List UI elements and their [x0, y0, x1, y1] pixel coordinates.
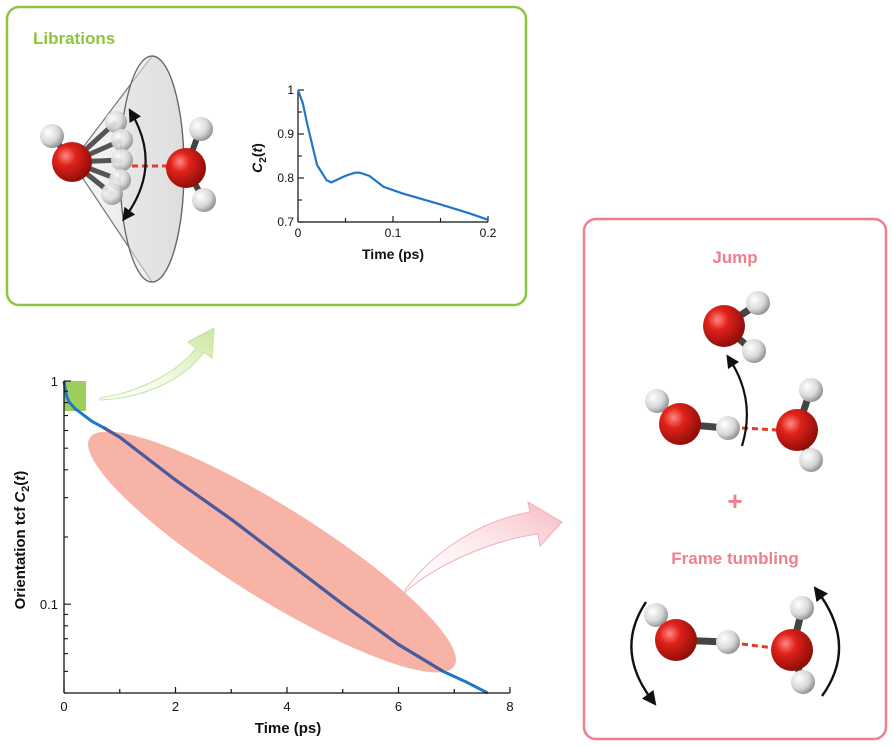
- hydrogen-atom: [101, 183, 123, 205]
- jump-illustration: [645, 291, 823, 472]
- oxygen-atom: [776, 409, 818, 451]
- tumbling-title: Frame tumbling: [671, 549, 799, 568]
- main-y-axis: 10.1: [40, 374, 71, 694]
- hydrogen-atom: [111, 129, 133, 151]
- mechanism-panel-frame: [582, 217, 888, 741]
- inset-x-axis-title: Time (ps): [362, 246, 424, 262]
- libration-arrow: [122, 108, 147, 222]
- inset-x-tick-label: 0.2: [480, 226, 497, 240]
- mechanism-panel: Jump + Frame tumbling: [582, 217, 888, 741]
- hydrogen-bond: [741, 426, 779, 432]
- inset-x-tick-label: 0.1: [385, 226, 402, 240]
- green-connector-arrow: [99, 327, 215, 401]
- inset-ylabel-open: (: [249, 152, 265, 157]
- hydrogen-atom: [40, 124, 64, 148]
- hydrogen-atom: [716, 630, 740, 654]
- main-ylabel-close: ): [12, 471, 29, 476]
- hydrogen-atom: [742, 339, 766, 363]
- hydrogen-atom: [716, 416, 740, 440]
- hydrogen-atom: [799, 448, 823, 472]
- hydrogen-atom: [645, 389, 669, 413]
- inset-y-tick-label: 0.8: [277, 171, 294, 185]
- main-ylabel-arg: t: [12, 475, 29, 481]
- jump-title: Jump: [712, 248, 757, 267]
- tumbling-illustration: [630, 586, 841, 706]
- oxygen-atom: [52, 142, 92, 182]
- inset-y-axis: 1 0.9 0.8 0.7: [277, 83, 304, 229]
- main-ylabel-text: Orientation tcf: [12, 503, 29, 610]
- main-y-axis-title: Orientation tcf C2(t): [12, 471, 32, 610]
- main-x-axis-title: Time (ps): [255, 720, 321, 737]
- main-x-tick-label: 8: [506, 699, 513, 714]
- hydrogen-atom: [192, 188, 216, 212]
- plus-sign: +: [727, 486, 742, 516]
- hydrogen-atom: [746, 291, 770, 315]
- inset-ylabel-close: ): [249, 143, 265, 148]
- main-ylabel-open: (: [12, 481, 29, 486]
- main-x-tick-label: 2: [172, 699, 179, 714]
- jump-arrow: [726, 354, 748, 447]
- inset-y-axis-title: C2(t): [249, 143, 269, 173]
- tumbling-arrow-right: [813, 586, 841, 697]
- inset-x-axis: 0 0.1 0.2: [295, 216, 497, 240]
- inset-x-tick-label: 0: [295, 226, 302, 240]
- inset-y-tick-label: 0.7: [277, 215, 294, 229]
- main-x-tick-label: 4: [283, 699, 290, 714]
- oxygen-atom: [166, 148, 206, 188]
- inset-y-tick-label: 0.9: [277, 127, 294, 141]
- oxygen-atom: [703, 305, 745, 347]
- main-x-tick-label: 0: [60, 699, 67, 714]
- oxygen-atom: [655, 619, 697, 661]
- inset-series-line: [296, 89, 489, 221]
- hydrogen-atom: [791, 670, 815, 694]
- libration-cone-illustration: [40, 55, 216, 283]
- librations-title: Librations: [33, 29, 115, 48]
- librations-panel: Librations: [5, 5, 528, 307]
- inset-ylabel-sub: 2: [258, 157, 269, 163]
- hydrogen-atom: [111, 149, 133, 171]
- main-x-tick-label: 6: [395, 699, 402, 714]
- hydrogen-atom: [189, 117, 213, 141]
- tumbling-arrow-left: [630, 601, 657, 706]
- hydrogen-atom: [644, 603, 668, 627]
- pink-connector-arrow: [404, 501, 563, 594]
- main-series-overlay: [102, 425, 444, 673]
- hydrogen-atom: [799, 378, 823, 402]
- main-ylabel-symbol: C: [12, 491, 29, 503]
- inset-y-tick-label: 1: [287, 83, 294, 97]
- inset-chart: 0 0.1 0.2 1 0.9 0.8 0.7 Time (ps) C2(t): [249, 83, 497, 262]
- oxygen-atom: [659, 403, 701, 445]
- main-y-tick-label: 1: [51, 374, 58, 389]
- inset-ylabel-symbol: C: [249, 162, 265, 173]
- hydrogen-atom: [105, 111, 127, 133]
- hydrogen-bond: [741, 642, 775, 650]
- main-y-tick-label: 0.1: [40, 597, 58, 612]
- main-x-axis: 0 2 4 6 8: [60, 687, 514, 714]
- inset-ylabel-arg: t: [249, 146, 265, 152]
- hydrogen-atom: [790, 596, 814, 620]
- oxygen-atom: [771, 629, 813, 671]
- main-ylabel-sub: 2: [20, 486, 32, 492]
